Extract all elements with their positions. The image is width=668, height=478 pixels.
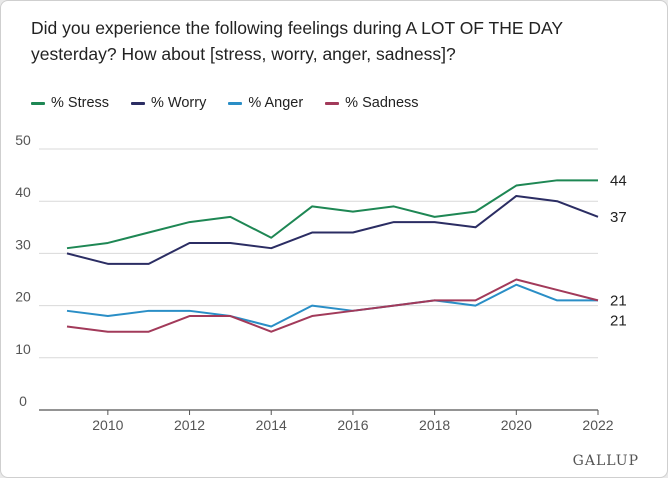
y-tick-label: 20 [15,289,31,305]
legend-item-stress: % Stress [31,95,109,111]
series-line-sadness [66,278,599,333]
chart-title: Did you experience the following feeling… [31,18,563,64]
legend: % Stress % Worry % Anger % Sadness [31,95,419,111]
legend-item-sadness: % Sadness [325,95,419,111]
legend-label-worry: % Worry [151,95,207,111]
legend-label-anger: % Anger [248,95,304,111]
y-axis-ticks: 0 10 20 30 40 50 [15,132,31,409]
x-tick-label: 2014 [256,417,287,433]
gallup-logo: GALLUP [572,453,639,469]
legend-label-sadness: % Sadness [345,95,419,111]
x-tick-label: 2020 [501,417,532,433]
y-tick-label: 50 [15,132,31,148]
x-tick-label: 2016 [337,417,368,433]
legend-item-worry: % Worry [131,95,206,111]
series-line-worry [66,194,599,265]
end-label-stress: 44 [610,172,627,189]
y-tick-label: 10 [15,341,31,357]
x-tick-label: 2022 [582,417,613,433]
x-tick-label: 2012 [174,417,205,433]
legend-item-anger: % Anger [228,95,303,111]
y-tick-label: 0 [19,393,27,409]
end-label-sadness: 21 [610,312,627,329]
y-tick-label: 40 [15,184,31,200]
x-axis-ticks: 2010 2012 2014 2016 2018 2020 2022 [92,410,614,433]
legend-swatch-anger [228,101,243,105]
legend-swatch-stress [31,101,45,105]
x-tick-label: 2010 [92,417,123,433]
series-line-anger [66,283,598,328]
end-label-worry: 37 [610,209,627,226]
end-label-anger: 21 [610,292,627,309]
legend-swatch-worry [131,101,146,105]
x-tick-label: 2018 [419,417,450,433]
end-labels: 44 37 21 21 [610,172,627,329]
series-line-stress [66,179,598,250]
series-lines [66,179,599,333]
legend-swatch-sadness [325,101,340,105]
y-tick-label: 30 [15,236,31,252]
legend-label-stress: % Stress [51,95,110,111]
